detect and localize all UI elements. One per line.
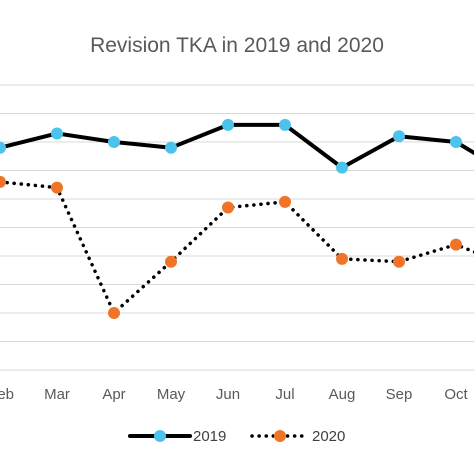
data-point-2020 xyxy=(336,252,348,265)
data-point-2019 xyxy=(108,136,120,148)
x-tick-label: Mar xyxy=(44,386,70,403)
series-2019 xyxy=(0,118,474,174)
legend-2019-label: 2019 xyxy=(193,428,226,445)
legend: 2019 2020 xyxy=(128,428,345,445)
legend-2020-marker xyxy=(274,430,286,442)
chart-title: Revision TKA in 2019 and 2020 xyxy=(90,34,384,57)
data-point-2020 xyxy=(108,307,120,319)
data-point-2019 xyxy=(279,118,291,131)
series-2020 xyxy=(0,175,474,319)
x-tick-label: Jul xyxy=(275,386,294,403)
x-tick-label: Oct xyxy=(444,386,468,403)
data-point-2020 xyxy=(51,181,63,194)
x-axis-tick-labels: eb Mar Apr May Jun Jul Aug Sep Oct xyxy=(0,386,468,403)
x-tick-label: eb xyxy=(0,386,14,403)
data-point-2019 xyxy=(0,141,6,154)
x-tick-label: Jun xyxy=(216,386,240,403)
series-line-2020 xyxy=(0,180,474,315)
data-point-2019 xyxy=(222,118,234,131)
x-tick-label: Aug xyxy=(329,386,356,403)
data-point-2019 xyxy=(165,141,177,154)
data-point-2020 xyxy=(222,201,234,214)
legend-2019-marker xyxy=(154,430,166,442)
x-tick-label: May xyxy=(157,386,186,403)
data-point-2020 xyxy=(279,195,291,208)
series-line-2019 xyxy=(0,122,474,170)
data-point-2019 xyxy=(393,130,405,143)
data-point-2020 xyxy=(450,238,462,251)
data-point-2020 xyxy=(165,255,177,268)
x-tick-label: Sep xyxy=(386,386,413,403)
data-point-2019 xyxy=(450,136,462,148)
legend-2020-label: 2020 xyxy=(312,428,345,445)
gridlines xyxy=(0,84,474,371)
series-layer xyxy=(0,118,474,319)
data-point-2020 xyxy=(0,175,6,188)
data-point-2019 xyxy=(336,161,348,174)
data-point-2020 xyxy=(393,255,405,268)
x-tick-label: Apr xyxy=(102,386,125,403)
data-point-2019 xyxy=(51,127,63,140)
